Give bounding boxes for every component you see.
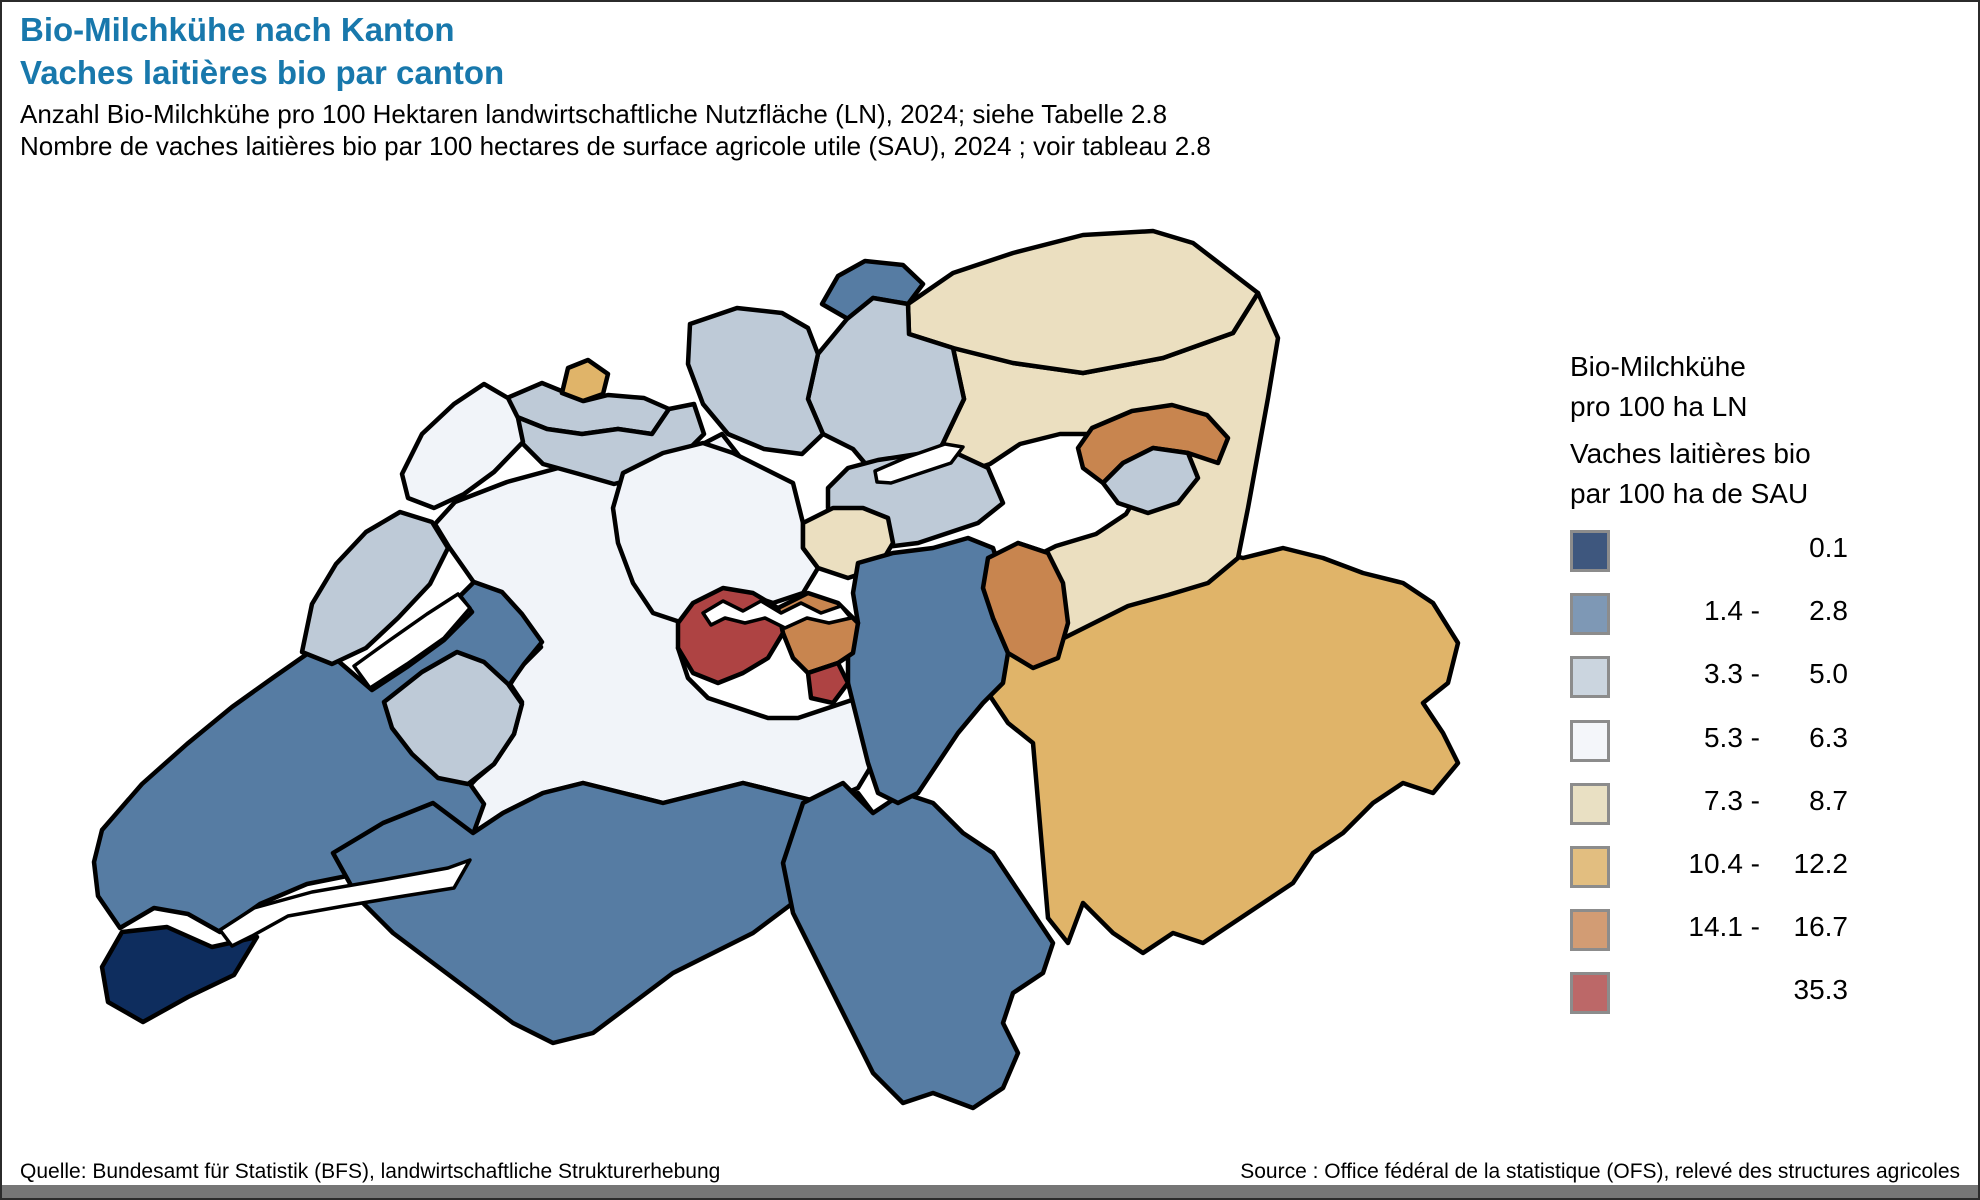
canton-ju[interactable] [399, 381, 526, 511]
lake-lucerne [701, 599, 853, 630]
legend-swatch-class6 [1570, 846, 1610, 888]
canton-ow-exclave[interactable] [805, 660, 851, 706]
canton-gl[interactable] [980, 540, 1071, 671]
canton-ne[interactable] [299, 509, 451, 667]
page-title-french: Vaches laitières bio par canton [20, 54, 505, 91]
legend-to-class2: 2.8 [1809, 595, 1848, 626]
canton-fr[interactable] [381, 649, 525, 787]
canton-polygons [91, 228, 1461, 1111]
legend-swatch-class5 [1570, 783, 1610, 825]
legend-title-french-line2: par 100 ha de SAU [1570, 478, 1809, 509]
legend-from-class3: 3.3 - [1703, 658, 1760, 689]
legend-from-class5: 7.3 - [1703, 785, 1760, 816]
subtitle-french: Nombre de vaches laitières bio par 100 h… [20, 131, 1211, 161]
legend-to-class7: 16.7 [1793, 911, 1849, 942]
legend-swatch-class4 [1570, 720, 1610, 762]
canton-ow[interactable] [675, 585, 786, 686]
bottom-gray-bar [2, 1185, 1978, 1198]
canton-ur[interactable] [845, 535, 1011, 806]
legend-from-class6: 10.4 - [1688, 848, 1760, 879]
canton-ai[interactable] [1100, 445, 1201, 516]
legend-swatch-class2 [1570, 593, 1610, 635]
legend-title-french-line1: Vaches laitières bio [1570, 438, 1811, 469]
source-french: Source : Office fédéral de la statistiqu… [1240, 1160, 1960, 1183]
legend-to-class4: 6.3 [1809, 722, 1848, 753]
source-german: Quelle: Bundesamt für Statistik (BFS), l… [20, 1160, 721, 1183]
legend-from-class2: 1.4 - [1703, 595, 1760, 626]
subtitle-german: Anzahl Bio-Milchkühe pro 100 Hektaren la… [20, 99, 1168, 129]
legend-to-class1: 0.1 [1809, 532, 1848, 563]
canton-ag[interactable] [685, 305, 826, 457]
legend-to-class6: 12.2 [1793, 848, 1849, 879]
canton-ge[interactable] [99, 924, 260, 1025]
lake-zurich [873, 442, 965, 485]
canton-bs[interactable] [559, 357, 611, 404]
legend-swatch-class7 [1570, 909, 1610, 951]
legend-swatch-class8 [1570, 972, 1610, 1014]
legend-to-class5: 8.7 [1809, 785, 1848, 816]
legend-title-german-line1: Bio-Milchkühe [1570, 351, 1746, 382]
canton-gr[interactable] [980, 540, 1461, 956]
legend-title-german-line2: pro 100 ha LN [1570, 391, 1748, 422]
legend-to-class8: 35.3 [1793, 974, 1849, 1005]
legend-from-class7: 14.1 - [1688, 911, 1760, 942]
canton-ti[interactable] [780, 780, 1056, 1111]
canton-tg[interactable] [905, 228, 1261, 376]
legend-from-class4: 5.3 - [1703, 722, 1760, 753]
lake-geneva [218, 858, 472, 948]
legend-swatch-class1 [1570, 530, 1610, 572]
lake-neuchatel [352, 592, 472, 690]
legend: Bio-Milchkühe pro 100 ha LN Vaches laiti… [1570, 347, 1870, 1014]
lakes [218, 442, 965, 948]
legend-swatch-class3 [1570, 656, 1610, 698]
page-title-german: Bio-Milchkühe nach Kanton [20, 11, 455, 48]
legend-to-class3: 5.0 [1809, 658, 1848, 689]
